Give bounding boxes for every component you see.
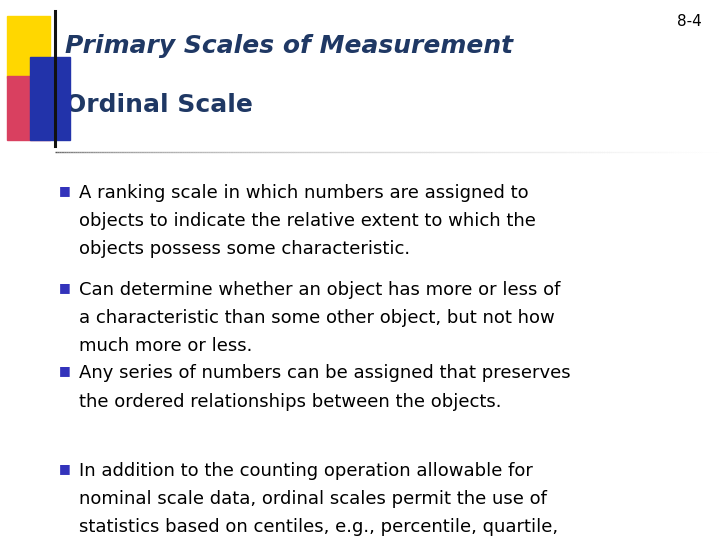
Text: Any series of numbers can be assigned that preserves: Any series of numbers can be assigned th… [79, 364, 571, 382]
Text: Ordinal Scale: Ordinal Scale [65, 93, 253, 117]
Text: 8-4: 8-4 [678, 14, 702, 29]
Text: a characteristic than some other object, but not how: a characteristic than some other object,… [79, 309, 555, 327]
Bar [7, 76, 50, 140]
Text: nominal scale data, ordinal scales permit the use of: nominal scale data, ordinal scales permi… [79, 490, 547, 508]
Text: ■: ■ [59, 281, 71, 294]
Text: In addition to the counting operation allowable for: In addition to the counting operation al… [79, 462, 533, 480]
Text: much more or less.: much more or less. [79, 337, 253, 355]
Text: the ordered relationships between the objects.: the ordered relationships between the ob… [79, 393, 502, 410]
Text: ■: ■ [59, 462, 71, 475]
Text: statistics based on centiles, e.g., percentile, quartile,: statistics based on centiles, e.g., perc… [79, 518, 558, 536]
Text: ■: ■ [59, 364, 71, 377]
Text: objects to indicate the relative extent to which the: objects to indicate the relative extent … [79, 212, 536, 230]
Bar [30, 57, 70, 140]
Bar [7, 16, 50, 78]
Text: A ranking scale in which numbers are assigned to: A ranking scale in which numbers are ass… [79, 184, 528, 201]
Text: objects possess some characteristic.: objects possess some characteristic. [79, 240, 410, 258]
Text: Primary Scales of Measurement: Primary Scales of Measurement [65, 34, 513, 58]
Text: ■: ■ [59, 184, 71, 197]
Text: Can determine whether an object has more or less of: Can determine whether an object has more… [79, 281, 561, 299]
